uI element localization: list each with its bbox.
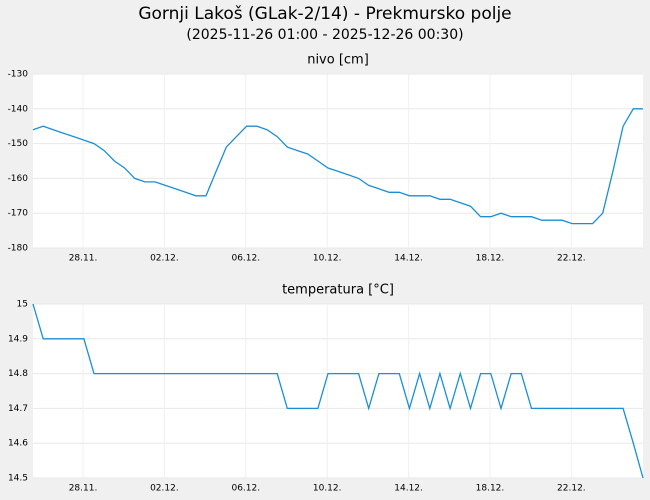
y-tick-label: 15 [17,300,28,310]
y-tick-label: 14.6 [8,439,28,449]
x-tick-label: 22.12. [557,254,586,264]
x-tick-label: 28.11. [69,254,98,264]
y-tick-label: -130 [8,70,29,80]
data-line [32,108,643,225]
x-tick-label: 18.12. [476,484,505,494]
x-tick-label: 10.12. [313,484,342,494]
panel-title: nivo [cm] [307,53,369,68]
x-tick-label: 22.12. [557,484,586,494]
x-tick-label: 06.12. [231,254,260,264]
y-tick-label: -180 [8,244,29,254]
y-tick-label: 14.8 [8,369,28,379]
x-tick-label: 14.12. [394,484,423,494]
x-tick-label: 10.12. [313,254,342,264]
x-tick-label: 02.12. [150,484,179,494]
data-line [32,303,644,479]
y-tick-label: -170 [8,209,29,219]
y-tick-label: -150 [8,139,29,149]
x-tick-label: 28.11. [69,484,98,494]
y-tick-label: 14.5 [8,474,28,484]
page-subtitle: (2025-11-26 01:00 - 2025-12-26 00:30) [186,27,463,43]
x-tick-label: 18.12. [476,254,505,264]
x-tick-label: 02.12. [150,254,179,264]
plot-area [33,74,643,248]
x-tick-label: 06.12. [231,484,260,494]
x-tick-label: 14.12. [394,254,423,264]
plot-area [33,304,643,478]
panel-title: temperatura [°C] [282,283,394,298]
y-tick-label: -160 [8,174,29,184]
y-tick-label: 14.7 [8,404,28,414]
y-tick-label: 14.9 [8,334,28,344]
y-tick-label: -140 [8,104,29,114]
page-title: Gornji Lakoš (GLak-2/14) - Prekmursko po… [138,4,511,24]
